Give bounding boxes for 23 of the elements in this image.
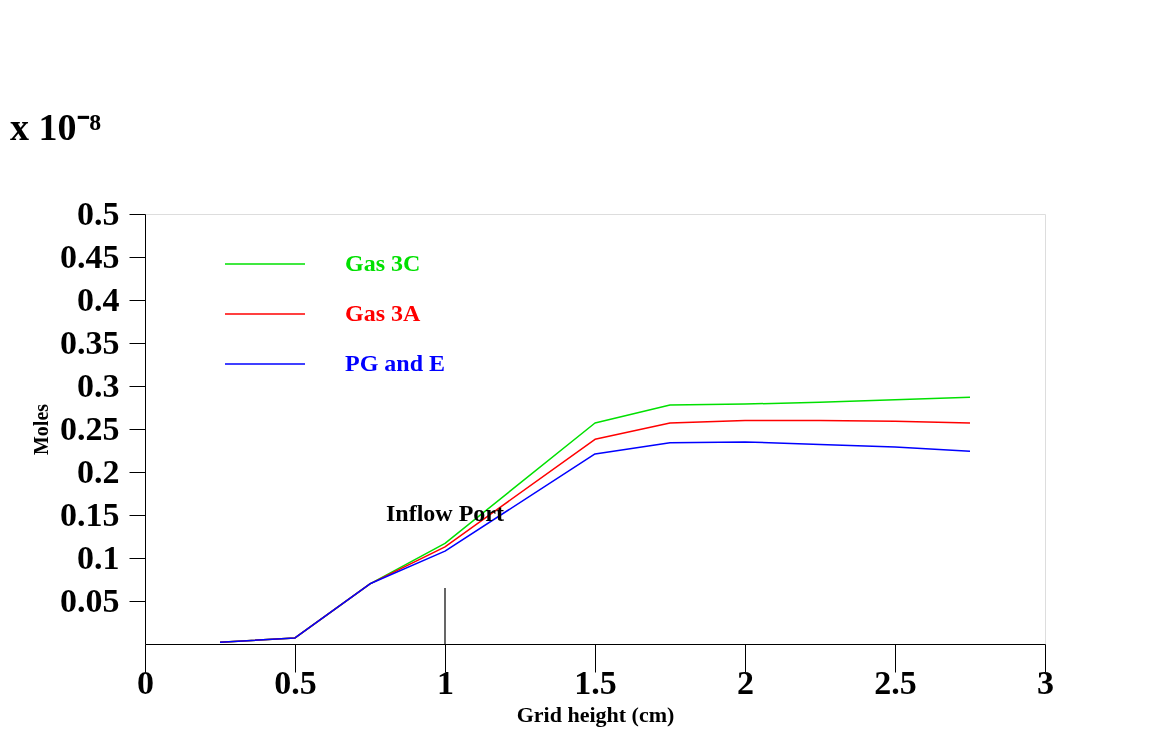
x-tick-label: 1.5 [574, 663, 617, 701]
x-tick-label: 1 [437, 663, 454, 701]
y-tick-label: 0.3 [77, 366, 120, 404]
x-tick-label: 3 [1037, 663, 1054, 701]
x-tick-label: 2.5 [874, 663, 917, 701]
y-tick-label: 0.05 [60, 581, 120, 619]
y-tick-label: 0.4 [77, 280, 120, 318]
y-tick-label: 0.5 [77, 194, 120, 232]
y-tick-label: 0.35 [60, 323, 120, 361]
x-tick-label: 0.5 [274, 663, 317, 701]
y-tick-label: 0.1 [77, 538, 120, 576]
y-tick-label: 0.15 [60, 495, 120, 533]
text: x 10⁻⁸ [10, 106, 101, 148]
y-tick-label: 0.45 [60, 237, 120, 275]
y-axis-title: Moles [30, 403, 52, 456]
legend-label: Gas 3A [345, 300, 422, 326]
legend-label: PG and E [345, 350, 446, 376]
y-tick-label: 0.2 [77, 452, 120, 490]
x-tick-label: 0 [137, 663, 154, 701]
x-tick-label: 2 [737, 663, 754, 701]
y-tick-label: 0.25 [60, 409, 120, 447]
legend-label: Gas 3C [345, 250, 421, 276]
x-axis-title: Grid height (cm) [516, 701, 675, 727]
